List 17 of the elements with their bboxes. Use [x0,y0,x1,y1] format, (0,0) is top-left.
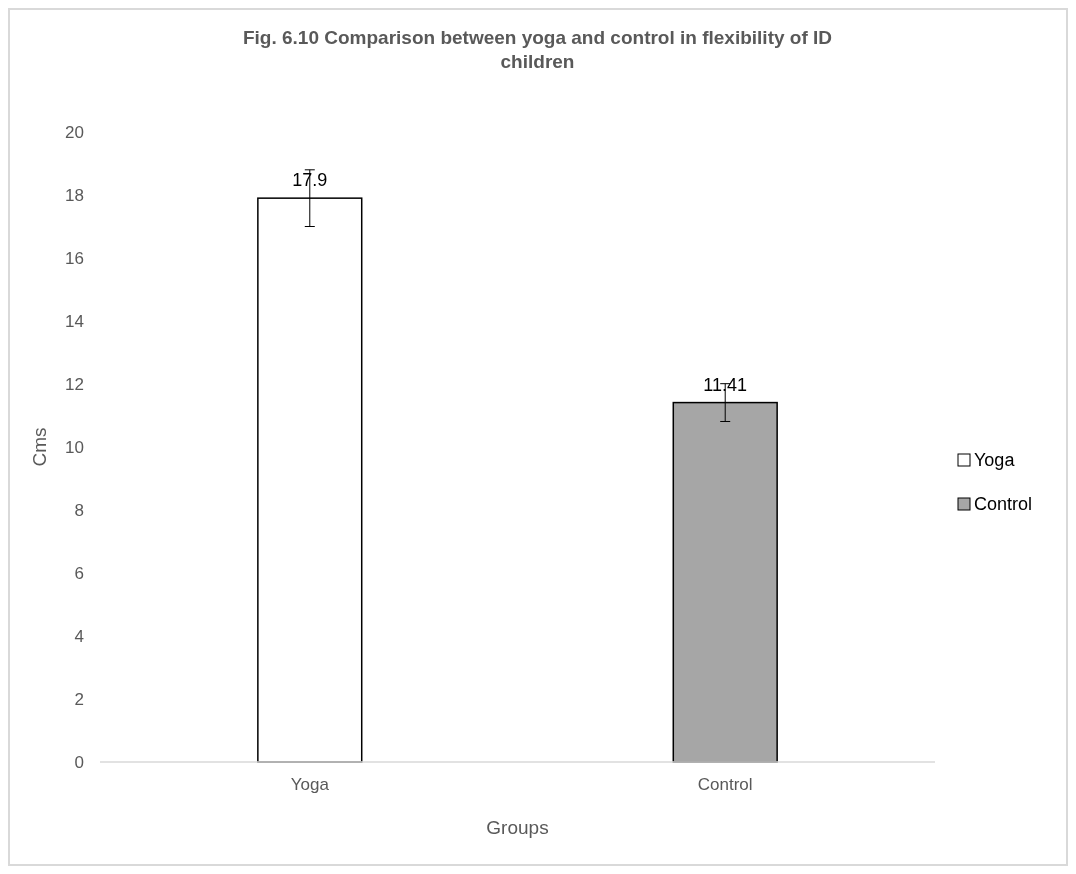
y-tick-label: 4 [74,626,84,646]
y-tick-label: 10 [65,437,84,457]
y-tick-label: 6 [74,563,84,583]
y-tick-label: 0 [74,752,84,772]
y-tick-label: 12 [65,374,84,394]
legend-label: Yoga [974,450,1016,471]
x-axis-title: Groups [486,817,549,838]
y-tick-label: 2 [74,689,84,709]
y-tick-label: 20 [65,122,84,142]
y-tick-label: 18 [65,185,84,205]
chart-title: Fig. 6.10 Comparison between yoga and control in flexibility of ID children [242,27,833,72]
legend-label: Control [974,494,1033,515]
data-label: 11.41 [703,374,748,395]
y-axis-title: Cms [29,427,50,467]
y-tick-label: 14 [65,311,84,331]
y-tick-label: 8 [74,500,84,520]
y-tick-label: 16 [65,248,84,268]
